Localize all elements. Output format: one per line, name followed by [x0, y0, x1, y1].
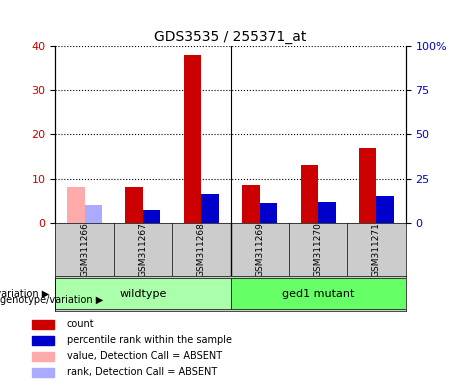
- Text: percentile rank within the sample: percentile rank within the sample: [67, 335, 232, 345]
- Text: GSM311268: GSM311268: [197, 222, 206, 277]
- Text: rank, Detection Call = ABSENT: rank, Detection Call = ABSENT: [67, 367, 217, 377]
- Title: GDS3535 / 255371_at: GDS3535 / 255371_at: [154, 30, 307, 44]
- Text: GSM311271: GSM311271: [372, 222, 381, 277]
- Bar: [359, 148, 377, 223]
- Bar: [32, 368, 53, 377]
- Bar: [67, 187, 84, 223]
- Text: count: count: [67, 319, 95, 329]
- Bar: [377, 196, 394, 223]
- Bar: [125, 187, 143, 223]
- Bar: [32, 352, 53, 361]
- Bar: [301, 166, 318, 223]
- Bar: [318, 202, 336, 223]
- Text: GSM311269: GSM311269: [255, 222, 264, 277]
- Bar: [242, 185, 260, 223]
- Text: ged1 mutant: ged1 mutant: [282, 289, 354, 299]
- Text: GSM311266: GSM311266: [80, 222, 89, 277]
- Bar: [32, 320, 53, 329]
- FancyBboxPatch shape: [55, 278, 230, 310]
- Bar: [201, 194, 219, 223]
- Text: genotype/variation ▶: genotype/variation ▶: [0, 289, 49, 299]
- Text: value, Detection Call = ABSENT: value, Detection Call = ABSENT: [67, 351, 222, 361]
- Bar: [260, 203, 277, 223]
- Text: GSM311267: GSM311267: [138, 222, 148, 277]
- Bar: [184, 55, 201, 223]
- Bar: [84, 205, 102, 223]
- Text: genotype/variation ▶: genotype/variation ▶: [0, 295, 103, 305]
- Text: GSM311270: GSM311270: [313, 222, 323, 277]
- Bar: [143, 210, 160, 223]
- Text: wildtype: wildtype: [119, 289, 166, 299]
- FancyBboxPatch shape: [230, 278, 406, 310]
- Bar: [32, 336, 53, 344]
